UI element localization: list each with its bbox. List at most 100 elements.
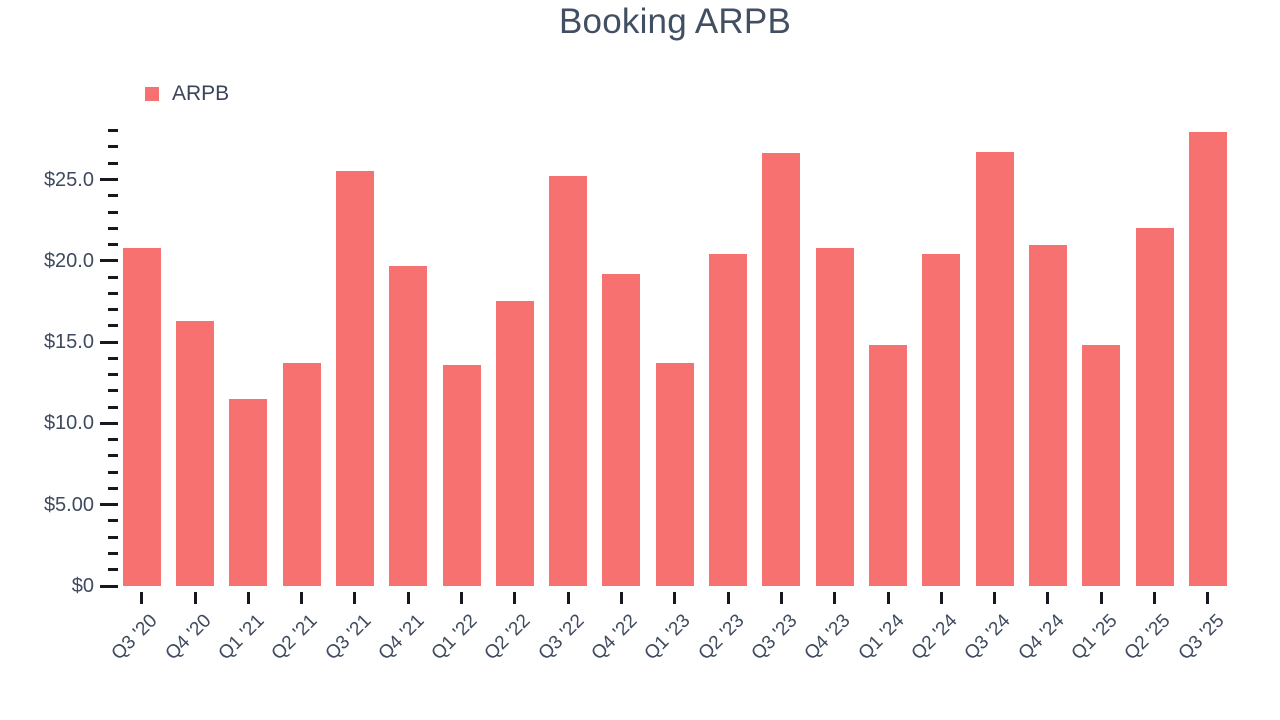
x-axis-tick: [673, 592, 677, 604]
y-axis-major-tick: [100, 421, 118, 425]
bar-q1-24: [869, 345, 908, 586]
x-axis-tick-label: Q1 '23: [640, 610, 695, 665]
x-axis-tick-label: Q2 '24: [907, 610, 962, 665]
y-axis-minor-tick: [108, 324, 118, 328]
x-axis-tick: [193, 592, 197, 604]
x-axis-tick: [993, 592, 997, 604]
x-axis-tick-label: Q4 '21: [374, 610, 429, 665]
y-axis-minor-tick: [108, 551, 118, 555]
x-axis-tick: [1046, 592, 1050, 604]
y-axis-minor-tick: [108, 129, 118, 133]
y-axis-minor-tick: [108, 291, 118, 295]
y-axis-minor-tick: [108, 519, 118, 523]
x-axis-tick-label: Q2 '21: [267, 610, 322, 665]
x-axis-tick: [566, 592, 570, 604]
x-axis-tick-label: Q2 '23: [694, 610, 749, 665]
bar-q2-23: [709, 254, 748, 586]
x-axis-tick: [886, 592, 890, 604]
y-axis-tick-label: $25.0: [43, 168, 94, 191]
x-axis-tick-label: Q3 '21: [321, 610, 376, 665]
x-axis-tick-label: Q2 '25: [1120, 610, 1175, 665]
y-axis-minor-tick: [108, 486, 118, 490]
bar-q1-22: [442, 364, 481, 586]
x-axis-tick: [726, 592, 730, 604]
bar-q2-21: [282, 363, 321, 586]
y-axis-minor-tick: [108, 194, 118, 198]
y-axis-minor-tick: [108, 161, 118, 165]
bar-q4-22: [602, 273, 641, 586]
y-axis-minor-tick: [108, 438, 118, 442]
y-axis-major-tick: [100, 503, 118, 507]
x-axis-tick: [619, 592, 623, 604]
bar-q4-21: [389, 265, 428, 586]
x-axis-tick-label: Q1 '24: [854, 610, 909, 665]
bar-q1-23: [655, 363, 694, 586]
x-axis-tick-label: Q1 '22: [427, 610, 482, 665]
x-axis-tick-label: Q3 '25: [1174, 610, 1229, 665]
bar-q3-25: [1188, 132, 1227, 586]
bar-q2-25: [1135, 228, 1174, 586]
x-axis-tick: [1153, 592, 1157, 604]
bar-q1-21: [229, 399, 268, 586]
y-axis-minor-tick: [108, 243, 118, 247]
x-axis-tick-label: Q3 '23: [747, 610, 802, 665]
bar-q2-22: [495, 301, 534, 586]
y-axis-tick-label: $5.00: [43, 493, 94, 516]
x-axis-tick: [140, 592, 144, 604]
y-axis-minor-tick: [108, 356, 118, 360]
legend-item-label: ARPB: [172, 82, 230, 105]
y-axis-tick-label: $10.0: [43, 412, 94, 435]
bar-q4-23: [815, 247, 854, 586]
x-axis-tick: [833, 592, 837, 604]
y-axis-major-tick: [100, 584, 118, 588]
y-axis-minor-tick: [108, 210, 118, 214]
bar-q3-24: [975, 151, 1014, 586]
x-axis-tick-label: Q4 '24: [1014, 610, 1069, 665]
y-axis-minor-tick: [108, 275, 118, 279]
y-axis-minor-tick: [108, 535, 118, 539]
y-axis-tick-label: $15.0: [43, 331, 94, 354]
x-axis-tick-label: Q4 '20: [161, 610, 216, 665]
x-axis-tick-label: Q3 '24: [960, 610, 1015, 665]
legend: ARPB: [145, 83, 229, 104]
x-axis-tick: [406, 592, 410, 604]
x-axis-tick: [353, 592, 357, 604]
y-axis-major-tick: [100, 259, 118, 263]
bar-q4-20: [176, 320, 214, 586]
y-axis-major-tick: [100, 340, 118, 344]
x-axis-tick-label: Q4 '22: [587, 610, 642, 665]
x-axis-tick-label: Q1 '25: [1067, 610, 1122, 665]
bar-q1-25: [1082, 345, 1121, 586]
x-axis-tick: [246, 592, 250, 604]
x-axis-tick: [779, 592, 783, 604]
y-axis-major-tick: [100, 178, 118, 181]
x-axis-tick: [1099, 592, 1103, 604]
y-axis-minor-tick: [108, 373, 118, 377]
chart-title: Booking ARPB: [559, 2, 791, 41]
y-axis-minor-tick: [108, 470, 118, 474]
x-axis-tick: [460, 592, 464, 604]
x-axis-tick-label: Q3 '22: [534, 610, 589, 665]
x-axis-tick: [513, 592, 517, 604]
bar-q3-21: [335, 171, 374, 586]
x-axis-tick: [300, 592, 304, 604]
y-axis-tick-label: $0: [71, 575, 94, 597]
y-axis-minor-tick: [108, 145, 118, 149]
y-axis-minor-tick: [108, 389, 118, 393]
y-axis-tick-label: $20.0: [43, 249, 94, 272]
legend-swatch-icon: [145, 86, 159, 101]
bar-q4-24: [1028, 244, 1067, 586]
x-axis-tick-label: Q4 '23: [800, 610, 855, 665]
x-axis-tick: [939, 592, 943, 604]
x-axis-tick-label: Q3 '20: [107, 610, 162, 665]
y-axis-minor-tick: [108, 308, 118, 312]
y-axis-minor-tick: [108, 226, 118, 230]
y-axis-minor-tick: [108, 454, 118, 458]
x-axis-tick-label: Q2 '22: [481, 610, 536, 665]
bar-q2-24: [922, 254, 961, 586]
x-axis-tick: [1206, 592, 1210, 604]
bar-q3-20: [122, 247, 161, 586]
bar-q3-23: [762, 153, 801, 586]
